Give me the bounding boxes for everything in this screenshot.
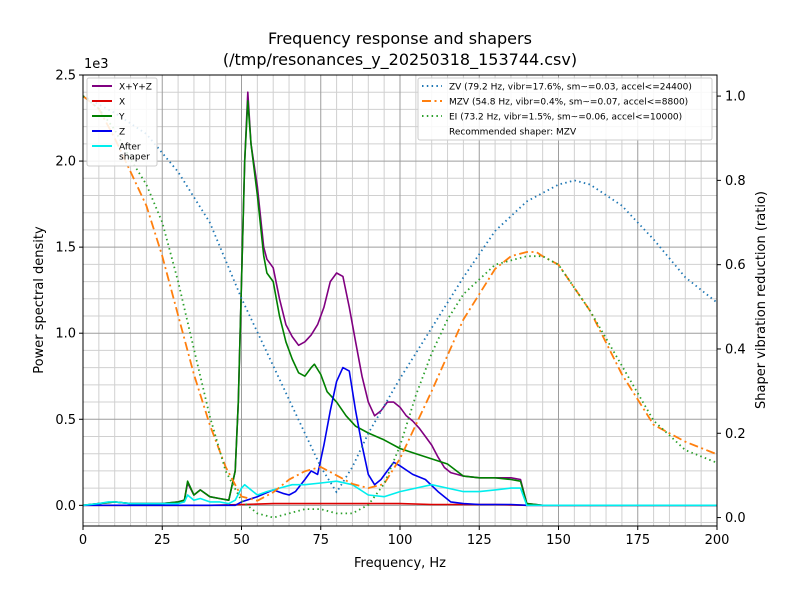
- y2-axis-label: Shaper vibration reduction (ratio): [754, 191, 769, 409]
- x-tick-label: 200: [705, 533, 730, 548]
- y-tick-label: 1.0: [55, 327, 76, 342]
- x-tick-label: 0: [79, 533, 87, 548]
- chart-subtitle: (/tmp/resonances_y_20250318_153744.csv): [223, 50, 577, 70]
- x-axis-label: Frequency, Hz: [354, 556, 446, 571]
- series-layer: [82, 91, 718, 519]
- axes-layer: 0 25 50 75 100 125 150 175 200 0.0 0.5 1.0 1.5 2.0 2.5…: [55, 69, 745, 549]
- legend-right-box: [417, 77, 713, 141]
- y-tick-label: 0.5: [55, 413, 76, 428]
- y-axis-label: Power spectral density: [32, 226, 47, 374]
- x-tick-label: 150: [546, 533, 571, 548]
- x-tick-label: 175: [625, 533, 650, 548]
- y-tick-label: 1.5: [55, 241, 76, 256]
- y-tick-label: 2.5: [55, 69, 76, 84]
- y2-tick-label: 1.0: [725, 90, 746, 105]
- legend-label: ZV (79.2 Hz, vibr=17.6%, sm~=0.03, accel…: [449, 83, 692, 93]
- legend-label: X+Y+Z: [119, 83, 152, 93]
- chart-title: Frequency response and shapers: [268, 29, 532, 48]
- recommended-shaper-text: Recommended shaper: MZV: [449, 128, 577, 138]
- series-line-2: [82, 100, 717, 507]
- legend-label: After: [119, 143, 141, 153]
- y2-tick-label: 0.0: [725, 511, 746, 526]
- legend-right: ZV (79.2 Hz, vibr=17.6%, sm~=0.03, accel…: [417, 77, 713, 141]
- y2-tick-label: 0.2: [725, 427, 746, 442]
- y-tick-label: 0.0: [55, 499, 76, 514]
- x-tick-label: 75: [312, 533, 329, 548]
- series-line-6: [82, 95, 718, 502]
- y2-tick-label: 0.8: [725, 174, 746, 189]
- legend-label: MZV (54.8 Hz, vibr=0.4%, sm~=0.07, accel…: [449, 98, 688, 108]
- x-tick-label: 25: [154, 533, 171, 548]
- y2-tick-label: 0.4: [725, 342, 746, 357]
- x-tick-label: 100: [388, 533, 413, 548]
- y2-tick-label: 0.6: [725, 258, 746, 273]
- legend-label: Z: [119, 128, 125, 138]
- legend-label: shaper: [119, 153, 150, 163]
- legend-label: Y: [118, 113, 125, 123]
- series-line-5: [82, 95, 718, 494]
- y-multiplier-label: 1e3: [84, 57, 109, 72]
- legend-label: EI (73.2 Hz, vibr=1.5%, sm~=0.06, accel<…: [449, 113, 682, 123]
- y-tick-label: 2.0: [55, 155, 76, 170]
- x-tick-label: 125: [467, 533, 492, 548]
- legend-label: X: [119, 98, 125, 108]
- x-tick-label: 50: [233, 533, 250, 548]
